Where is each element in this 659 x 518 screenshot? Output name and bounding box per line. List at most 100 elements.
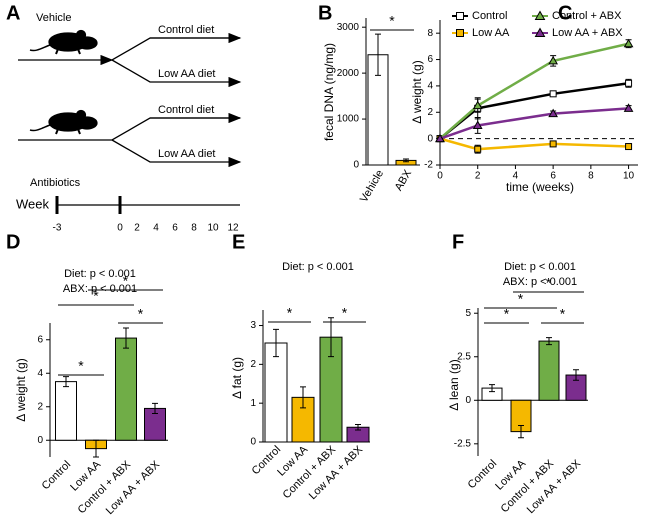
error-bar bbox=[546, 337, 552, 346]
subtitle: Diet: p < 0.001 bbox=[282, 261, 354, 273]
x-tick-label: ABX bbox=[393, 167, 415, 193]
legend-label: Control bbox=[472, 10, 507, 22]
y-axis-label: Δ weight (g) bbox=[14, 358, 28, 421]
x-tick-label: 8 bbox=[588, 171, 594, 182]
significance-star: * bbox=[78, 358, 84, 374]
y-tick-label: 5 bbox=[465, 308, 471, 319]
marker bbox=[549, 90, 557, 98]
marker bbox=[623, 38, 634, 48]
y-tick-label: 0 bbox=[250, 437, 256, 448]
significance-star: * bbox=[342, 305, 348, 321]
panel-letter: A bbox=[6, 2, 20, 24]
panel-letter: B bbox=[318, 2, 332, 24]
marker bbox=[474, 145, 482, 153]
y-tick-label: 4 bbox=[37, 368, 43, 379]
error-bar bbox=[489, 384, 495, 393]
error-bar bbox=[273, 328, 279, 358]
y-tick-label: -2.5 bbox=[454, 438, 472, 449]
error-bar bbox=[152, 402, 158, 414]
subtitle: Diet: p < 0.001 bbox=[504, 261, 576, 273]
y-tick-label: 2 bbox=[427, 107, 433, 118]
y-tick-label: 6 bbox=[427, 54, 433, 65]
error-bar bbox=[355, 424, 361, 431]
subtitle: ABX: p < 0.001 bbox=[503, 276, 577, 288]
x-tick-label: 2 bbox=[475, 171, 481, 182]
significance-star: * bbox=[287, 305, 293, 321]
marker bbox=[435, 133, 445, 143]
y-tick-label: 4 bbox=[427, 81, 433, 92]
legend-label: Low AA bbox=[472, 27, 510, 39]
x-axis-label: time (weeks) bbox=[506, 180, 574, 194]
error-bar bbox=[403, 158, 409, 163]
series-line bbox=[439, 107, 629, 140]
branch-label: Low AA diet bbox=[158, 148, 216, 160]
timeline-tick: 2 bbox=[134, 223, 140, 234]
error-bar bbox=[573, 369, 579, 381]
x-tick-label: 10 bbox=[623, 171, 635, 182]
branch-label: Low AA diet bbox=[158, 68, 216, 80]
legend-label: Control + ABX bbox=[552, 10, 622, 22]
significance-star: * bbox=[560, 306, 566, 322]
timeline-tick: 10 bbox=[207, 223, 219, 234]
marker bbox=[472, 100, 483, 110]
legend-label: Low AA + ABX bbox=[552, 27, 623, 39]
marker bbox=[623, 103, 634, 112]
y-tick-label: 2 bbox=[37, 401, 43, 412]
y-tick-label: 6 bbox=[37, 334, 43, 345]
branch-label: Control diet bbox=[158, 24, 214, 36]
marker bbox=[625, 79, 633, 87]
error-bar bbox=[93, 439, 99, 458]
panel-letter: C bbox=[558, 2, 572, 24]
y-tick-label: 8 bbox=[427, 28, 433, 39]
mouse-icon bbox=[29, 29, 98, 55]
x-tick-label: 6 bbox=[550, 171, 556, 182]
legend-marker bbox=[534, 27, 546, 37]
significance-star: * bbox=[518, 291, 524, 307]
timeline-tick: 4 bbox=[153, 223, 159, 234]
panel-letter: D bbox=[6, 231, 20, 253]
significance-star: * bbox=[546, 275, 552, 291]
significance-star: * bbox=[138, 306, 144, 322]
panel-letter: E bbox=[232, 231, 245, 253]
y-tick-label: 0 bbox=[427, 133, 433, 144]
y-tick-label: 2 bbox=[250, 359, 256, 370]
marker bbox=[472, 120, 483, 129]
timeline-tick: 12 bbox=[227, 223, 239, 234]
bar bbox=[55, 381, 77, 441]
significance-star: * bbox=[504, 306, 510, 322]
group-label: Antibiotics bbox=[30, 177, 81, 189]
bar bbox=[264, 342, 288, 443]
timeline-tick: 8 bbox=[191, 223, 197, 234]
error-bar bbox=[300, 386, 306, 409]
y-tick-label: 1 bbox=[250, 398, 256, 409]
y-tick-label: 2000 bbox=[337, 68, 360, 79]
subtitle: Diet: p < 0.001 bbox=[64, 268, 136, 280]
marker bbox=[625, 143, 633, 151]
error-bar bbox=[63, 376, 69, 388]
timeline-label: Week bbox=[16, 196, 49, 211]
legend-marker bbox=[456, 12, 464, 20]
significance-star: * bbox=[93, 288, 99, 304]
y-axis-label: Δ lean (g) bbox=[447, 359, 461, 410]
marker bbox=[549, 140, 557, 148]
y-tick-label: 3000 bbox=[337, 22, 360, 33]
marker bbox=[548, 55, 559, 65]
y-tick-label: 0 bbox=[465, 395, 471, 406]
y-tick-label: 2.5 bbox=[457, 351, 471, 362]
y-axis-label: Δ weight (g) bbox=[410, 60, 424, 123]
legend-marker bbox=[534, 10, 546, 20]
timeline-tick: -3 bbox=[53, 223, 62, 234]
x-tick-label: Vehicle bbox=[358, 168, 386, 205]
bar bbox=[115, 337, 137, 441]
y-axis-label: fecal DNA (ng/mg) bbox=[322, 43, 336, 141]
error-bar bbox=[518, 425, 524, 439]
y-tick-label: 0 bbox=[37, 435, 43, 446]
significance-star: * bbox=[389, 13, 395, 29]
y-tick-label: 0 bbox=[353, 160, 359, 171]
branch-label: Control diet bbox=[158, 104, 214, 116]
x-tick-label: 0 bbox=[437, 171, 443, 182]
timeline-tick: 6 bbox=[172, 223, 178, 234]
series-line bbox=[439, 137, 629, 151]
error-bar bbox=[123, 327, 129, 349]
